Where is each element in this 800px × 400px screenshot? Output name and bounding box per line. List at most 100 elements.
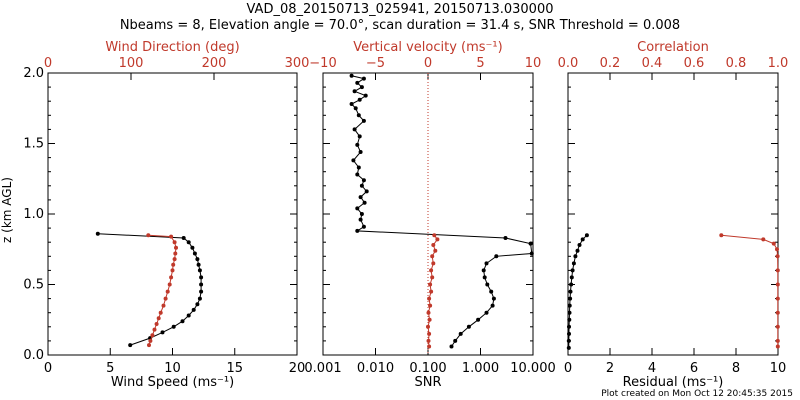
- y-axis-label: z (km AGL): [0, 177, 14, 243]
- data-point: [428, 303, 433, 308]
- top-tick-label: 0: [424, 56, 432, 71]
- data-point: [169, 275, 174, 280]
- top-axis-label: Vertical velocity (ms⁻¹): [353, 40, 502, 55]
- data-point: [171, 262, 176, 267]
- data-point: [568, 289, 573, 294]
- data-point: [429, 289, 434, 294]
- data-point: [432, 233, 437, 238]
- data-point: [174, 245, 178, 250]
- data-point: [570, 268, 575, 273]
- data-point: [566, 345, 571, 350]
- y-tick-label: 2.0: [23, 66, 44, 81]
- data-point: [567, 317, 572, 322]
- data-point: [431, 261, 436, 266]
- data-point: [355, 228, 360, 233]
- data-point: [427, 317, 432, 322]
- data-point: [358, 150, 363, 154]
- data-point: [481, 268, 486, 273]
- data-point: [355, 142, 360, 147]
- data-point: [775, 338, 780, 343]
- data-point: [186, 240, 191, 245]
- data-point: [775, 324, 780, 329]
- data-point: [349, 102, 354, 106]
- data-point: [775, 296, 780, 301]
- data-point: [146, 233, 151, 238]
- data-point: [490, 303, 495, 308]
- data-point: [427, 344, 432, 349]
- data-point: [575, 248, 580, 253]
- data-point: [429, 268, 434, 273]
- data-point: [167, 282, 172, 287]
- bottom-tick-label: 10: [770, 361, 787, 376]
- data-point: [358, 195, 363, 200]
- data-point: [197, 296, 202, 301]
- bottom-tick-label: 0.010: [357, 361, 394, 376]
- bottom-tick-label: 0: [44, 361, 52, 376]
- data-point: [195, 302, 200, 307]
- data-point: [364, 189, 369, 194]
- bottom-axis-label: SNR: [414, 375, 441, 390]
- data-point: [528, 241, 533, 246]
- data-point: [363, 93, 368, 98]
- data-point: [426, 310, 431, 315]
- data-point: [466, 324, 471, 329]
- data-point: [190, 245, 195, 250]
- data-point: [197, 268, 202, 273]
- data-point: [171, 324, 176, 329]
- data-point: [361, 224, 366, 229]
- bottom-tick-label: 5: [106, 361, 114, 376]
- data-point: [355, 206, 360, 211]
- data-point: [431, 243, 436, 247]
- data-point: [567, 331, 571, 336]
- data-point: [169, 234, 174, 239]
- top-tick-label: −5: [366, 56, 385, 71]
- bottom-tick-label: 20: [289, 361, 306, 376]
- data-point: [484, 310, 489, 315]
- bottom-tick-label: 6: [690, 361, 698, 376]
- data-point: [186, 313, 191, 318]
- plot-frame: [567, 72, 779, 356]
- data-point: [449, 344, 454, 349]
- data-point: [573, 254, 578, 259]
- bottom-axis-label: Wind Speed (ms⁻¹): [111, 375, 234, 390]
- data-point: [427, 331, 432, 336]
- data-point: [775, 268, 780, 273]
- data-point: [128, 343, 133, 348]
- data-point: [361, 178, 366, 183]
- data-point: [435, 237, 440, 242]
- data-point: [165, 289, 170, 294]
- top-tick-label: 1.0: [768, 56, 789, 71]
- data-point: [426, 324, 430, 329]
- bottom-tick-label: 0: [564, 361, 572, 376]
- data-point: [775, 344, 780, 349]
- data-point: [458, 331, 463, 336]
- y-tick-label: 0.0: [23, 348, 44, 363]
- data-point: [529, 251, 534, 256]
- y-tick-label: 0.5: [23, 278, 44, 293]
- data-point: [156, 316, 161, 321]
- data-point: [569, 282, 574, 287]
- top-tick-label: 0.6: [684, 56, 705, 71]
- data-point: [361, 76, 366, 81]
- bottom-tick-label: 8: [732, 361, 740, 376]
- data-point: [349, 73, 354, 78]
- figure-title: VAD_08_20150713_025941, 20150713.030000: [247, 2, 554, 17]
- data-point: [567, 310, 572, 315]
- data-point: [577, 243, 582, 247]
- y-tick-label: 1.0: [23, 207, 44, 222]
- data-point: [430, 275, 435, 280]
- data-point: [163, 296, 168, 301]
- data-point: [359, 85, 364, 90]
- data-point: [170, 268, 175, 273]
- data-point: [358, 217, 363, 222]
- data-point: [351, 158, 356, 163]
- data-point: [359, 212, 364, 216]
- data-point: [352, 127, 357, 132]
- data-point: [569, 275, 574, 280]
- plot-frame: [47, 72, 298, 356]
- bottom-tick-label: 10.000: [510, 361, 556, 376]
- series-line: [148, 234, 177, 346]
- data-point: [482, 275, 487, 280]
- data-point: [191, 307, 196, 312]
